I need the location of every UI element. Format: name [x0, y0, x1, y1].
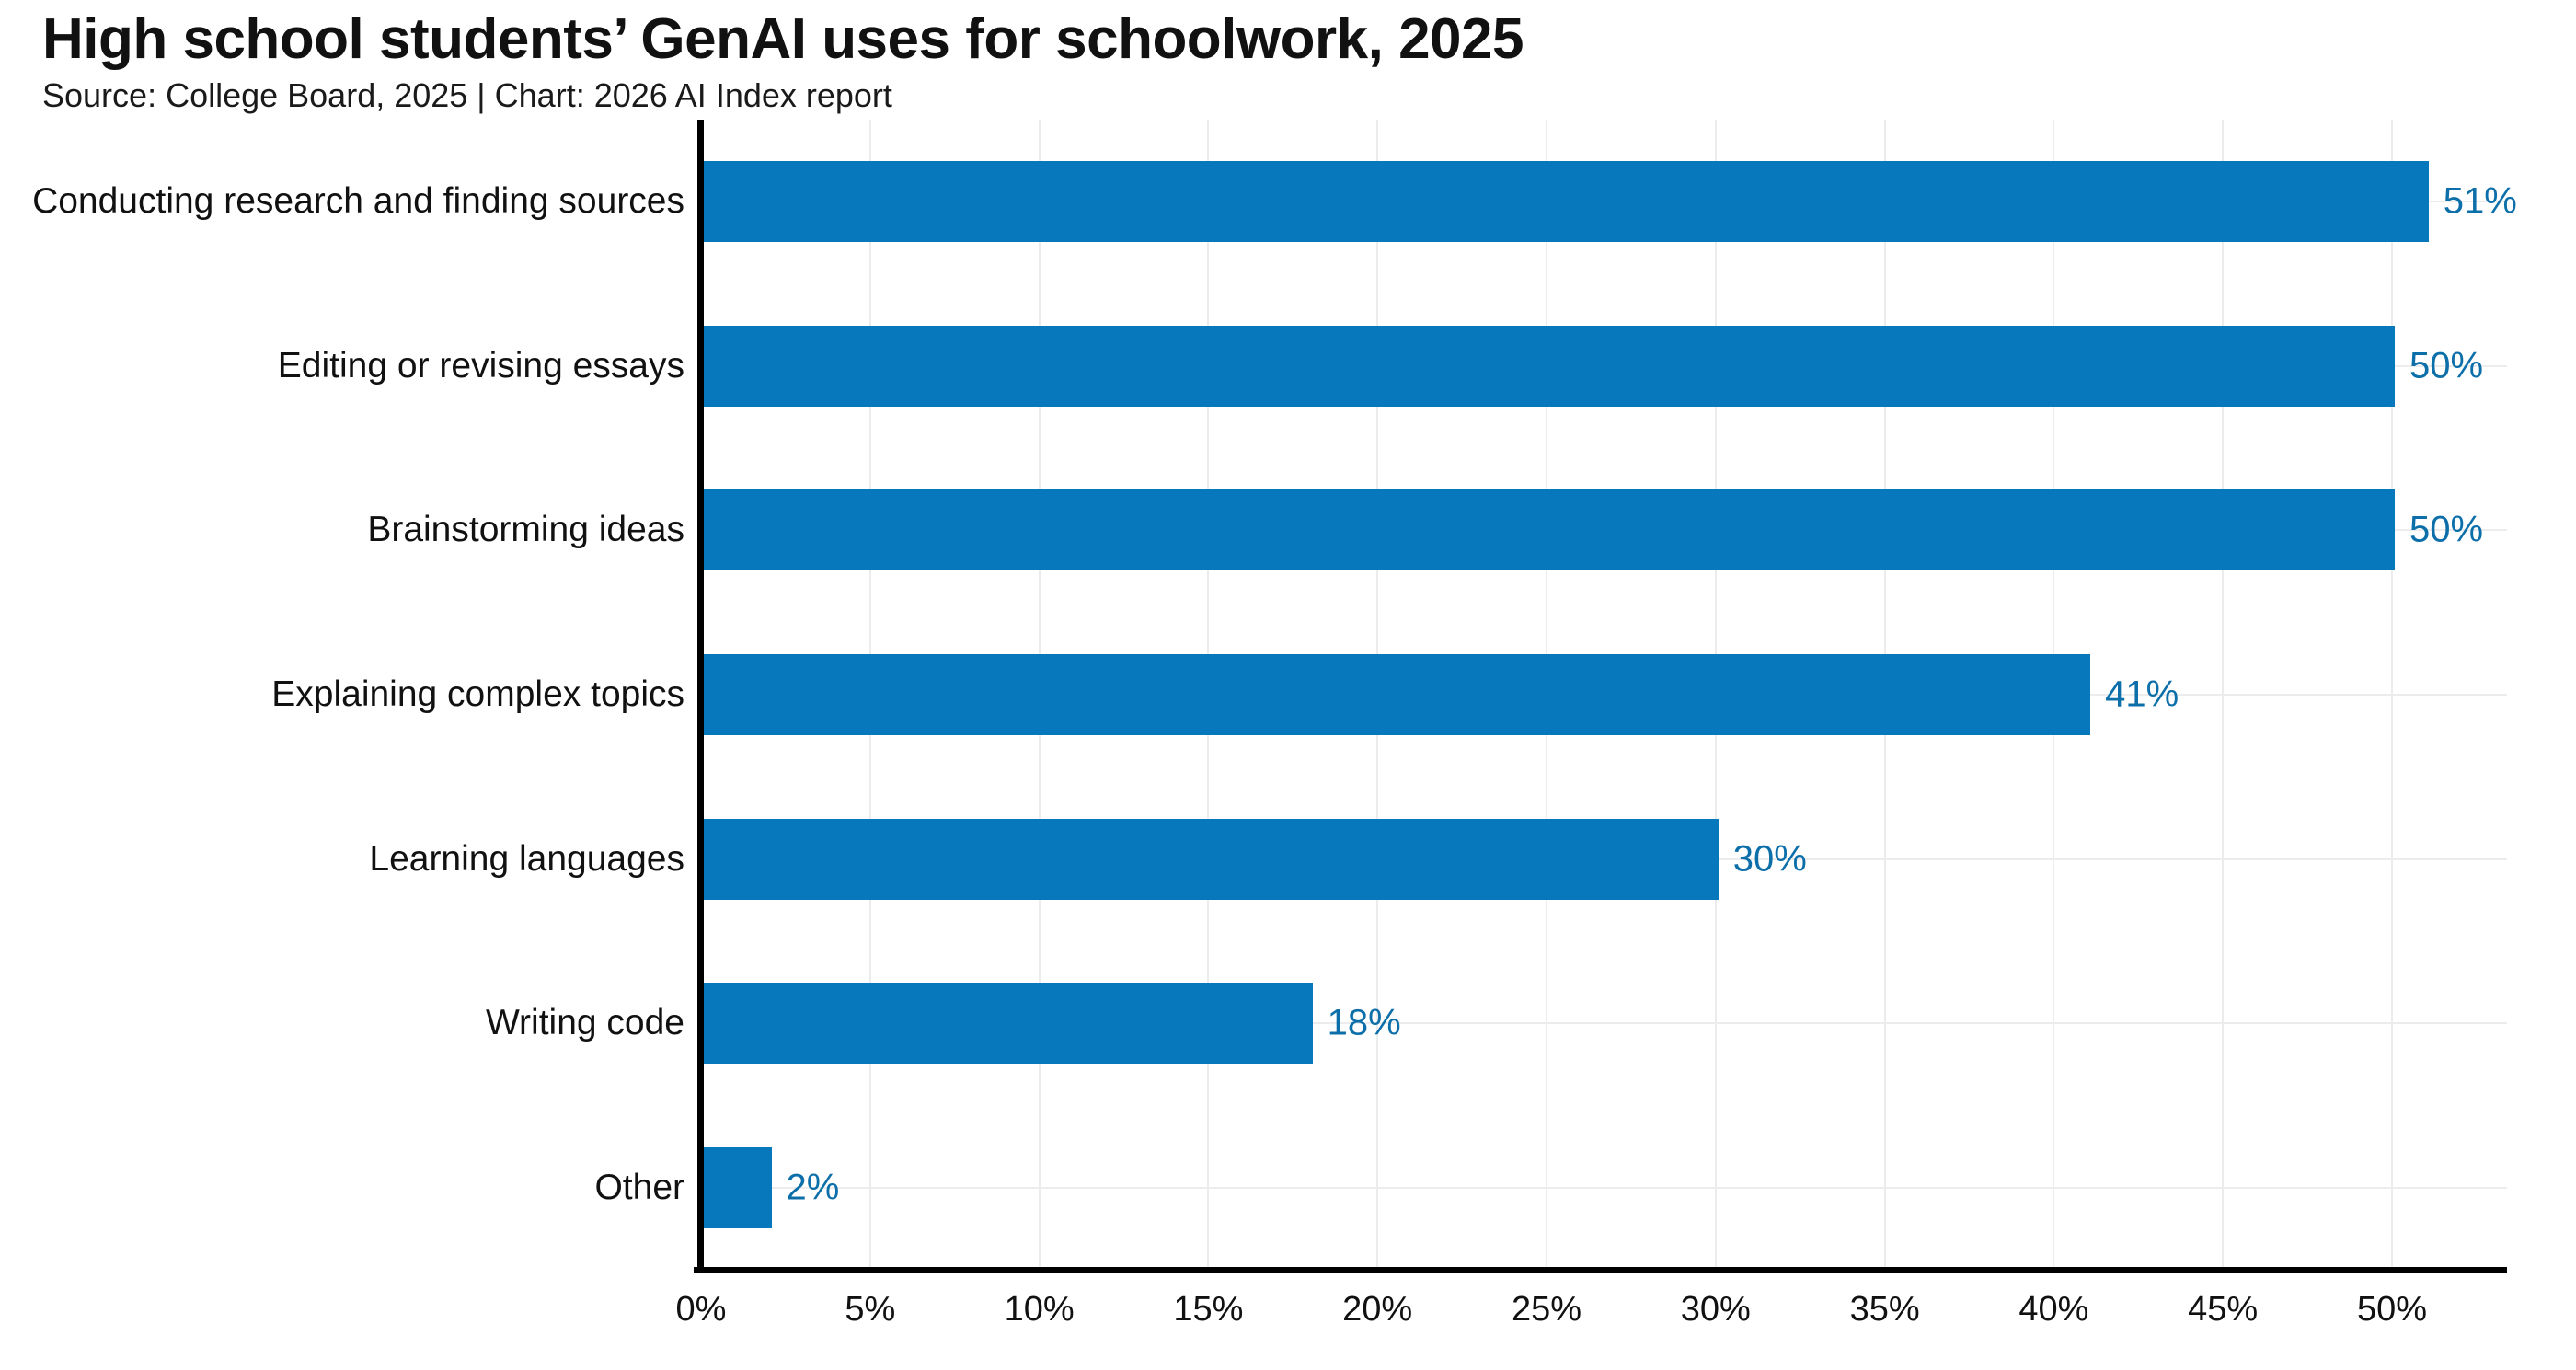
category-label: Brainstorming ideas [367, 510, 684, 550]
x-tick-label: 25% [1511, 1290, 1582, 1329]
value-label: 50% [2409, 509, 2484, 550]
bar [704, 489, 2395, 571]
value-label: 41% [2105, 673, 2179, 715]
x-tick-label: 10% [1004, 1290, 1075, 1329]
x-tick-label: 35% [1849, 1290, 1920, 1329]
value-label: 50% [2409, 345, 2484, 386]
value-label: 2% [786, 1167, 840, 1208]
category-label: Editing or revising essays [277, 345, 684, 386]
value-label: 51% [2443, 180, 2517, 222]
bar [704, 1146, 772, 1228]
category-label: Writing code [485, 1003, 684, 1043]
category-label: Conducting research and finding sources [32, 181, 684, 222]
x-tick-label: 45% [2188, 1290, 2259, 1329]
chart-title: High school students’ GenAI uses for sch… [42, 7, 1524, 71]
x-tick-label: 0% [675, 1290, 727, 1329]
bar [704, 983, 1313, 1065]
x-axis-line [694, 1267, 2507, 1273]
gridline-h [701, 1022, 2507, 1025]
x-tick-label: 20% [1342, 1290, 1413, 1329]
bar [704, 161, 2429, 243]
gridline-h [701, 1186, 2507, 1189]
category-label: Explaining complex topics [271, 674, 684, 714]
category-label: Other [594, 1167, 684, 1207]
x-tick-label: 30% [1680, 1290, 1751, 1329]
x-tick-label: 50% [2356, 1290, 2428, 1329]
bar [704, 818, 1719, 900]
category-label: Learning languages [369, 838, 684, 879]
value-label: 18% [1327, 1002, 1401, 1043]
bar [704, 654, 2091, 735]
chart-subtitle: Source: College Board, 2025 | Chart: 202… [42, 76, 892, 114]
x-tick-label: 5% [845, 1290, 896, 1329]
y-axis-line [697, 120, 704, 1273]
x-tick-label: 40% [2018, 1290, 2089, 1329]
value-label: 30% [1732, 838, 1807, 880]
x-tick-label: 15% [1173, 1290, 1244, 1329]
bar [704, 325, 2395, 407]
